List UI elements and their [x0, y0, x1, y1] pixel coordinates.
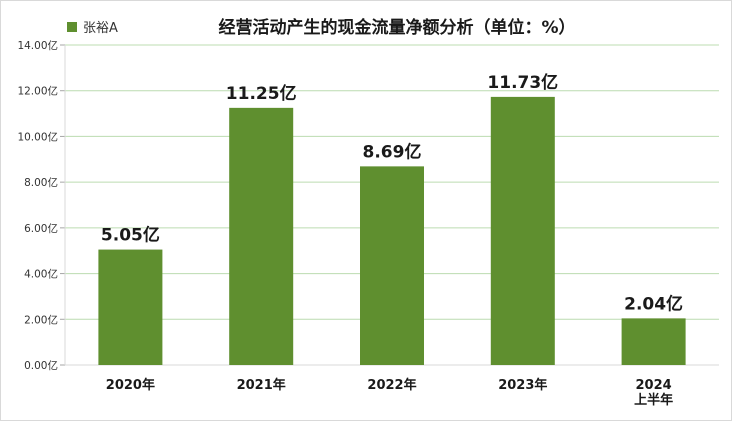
y-tick-label: 10.00亿	[17, 130, 58, 143]
data-label: 11.25亿	[226, 83, 297, 104]
data-label: 5.05亿	[101, 225, 160, 246]
y-tick-label: 4.00亿	[24, 268, 58, 281]
data-label: 2.04亿	[624, 293, 683, 314]
bar	[229, 107, 294, 365]
legend: 张裕A	[67, 17, 118, 36]
x-tick-label: 2024	[636, 378, 672, 393]
x-tick-label: 2023年	[498, 377, 547, 393]
y-tick-label: 12.00亿	[17, 85, 58, 98]
bar	[98, 249, 163, 365]
y-tick-label: 0.00亿	[24, 359, 58, 372]
data-label: 8.69亿	[363, 141, 422, 162]
x-tick-label: 2021年	[237, 377, 286, 393]
data-label: 11.73亿	[487, 72, 558, 93]
bar	[360, 166, 424, 365]
x-tick-label: 上半年	[634, 392, 673, 408]
chart-title: 经营活动产生的现金流量净额分析（单位：%）	[218, 18, 576, 38]
legend-swatch	[67, 21, 77, 32]
y-tick-label: 14.00亿	[17, 39, 58, 52]
bar	[490, 96, 555, 365]
x-tick-label: 2020年	[106, 377, 155, 393]
legend-label: 张裕A	[83, 21, 118, 36]
bar	[621, 318, 686, 365]
y-tick-label: 6.00亿	[24, 222, 58, 235]
y-tick-label: 2.00亿	[24, 313, 58, 326]
x-tick-label: 2022年	[367, 377, 416, 393]
y-tick-label: 8.00亿	[24, 176, 58, 189]
